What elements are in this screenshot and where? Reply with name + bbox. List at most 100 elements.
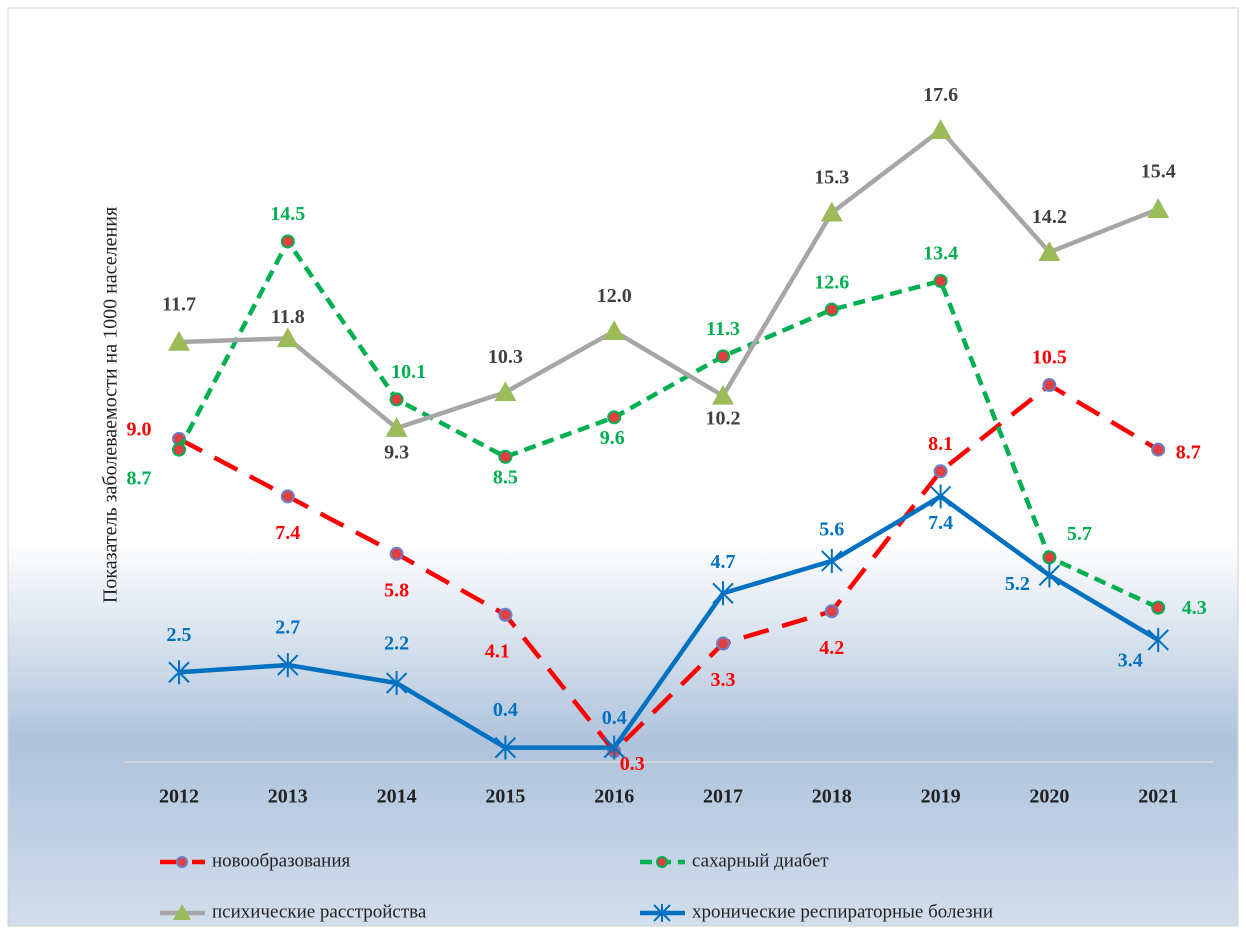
marker	[821, 548, 843, 573]
data-label: 10.5	[1032, 347, 1067, 369]
legend-label: новообразования	[212, 850, 350, 871]
x-tick-label: 2014	[377, 786, 417, 808]
data-label: 0.4	[602, 707, 627, 729]
data-label: 12.0	[597, 285, 632, 307]
marker	[929, 119, 952, 139]
data-label: 8.7	[1176, 441, 1201, 463]
line	[178, 493, 1160, 750]
data-label: 11.8	[271, 306, 305, 328]
data-label: 4.3	[1182, 597, 1207, 619]
line	[177, 382, 1160, 755]
legend-marker	[173, 904, 191, 920]
x-tick-label: 2015	[485, 786, 525, 808]
marker	[603, 320, 626, 340]
data-label: 7.4	[928, 512, 953, 534]
data-label: 10.1	[391, 361, 426, 383]
data-label: 2.2	[384, 633, 409, 655]
data-label: 7.4	[275, 522, 300, 544]
marker	[712, 581, 734, 606]
data-label: 3.4	[1118, 650, 1143, 672]
data-label: 9.3	[384, 442, 409, 464]
x-tick-label: 2021	[1138, 786, 1178, 808]
data-label: 11.7	[162, 294, 196, 316]
background	[7, 7, 1239, 927]
data-label: 0.4	[493, 699, 518, 721]
data-label: 15.4	[1141, 161, 1176, 183]
data-label: 9.0	[127, 418, 152, 440]
legend-marker	[653, 904, 671, 922]
marker	[276, 327, 299, 348]
data-label: 4.2	[819, 637, 844, 659]
marker	[716, 349, 730, 364]
marker	[716, 636, 730, 651]
data-label: 4.1	[485, 640, 510, 662]
data-label: 8.1	[928, 433, 953, 455]
legend-marker	[176, 856, 188, 868]
data-label: 9.6	[600, 427, 625, 449]
marker	[494, 735, 517, 760]
legend-marker	[656, 856, 668, 868]
marker	[168, 660, 190, 685]
y-axis-label: Показатель заболеваемости на 1000 населе…	[100, 207, 122, 603]
marker	[1042, 378, 1057, 393]
marker	[385, 671, 408, 696]
marker	[1151, 442, 1166, 457]
legend-label: психические расстройства	[212, 901, 427, 922]
data-label: 17.6	[923, 84, 958, 106]
marker	[712, 384, 734, 405]
marker	[820, 201, 843, 222]
line	[177, 237, 1160, 610]
data-label: 15.3	[814, 166, 849, 188]
marker	[1147, 627, 1169, 652]
marker	[933, 464, 948, 479]
x-tick-label: 2017	[703, 786, 743, 808]
marker	[498, 607, 513, 622]
data-label: 8.5	[493, 466, 518, 488]
data-label: 10.2	[706, 407, 741, 429]
data-label: 2.7	[275, 617, 300, 639]
marker	[607, 410, 622, 425]
data-label: 10.3	[488, 346, 523, 368]
x-tick-label: 2013	[268, 786, 308, 808]
marker	[498, 449, 513, 464]
data-label: 8.7	[127, 467, 152, 489]
marker	[1038, 241, 1061, 262]
marker	[824, 604, 839, 619]
marker	[824, 302, 839, 317]
marker	[389, 546, 404, 561]
marker	[277, 653, 299, 678]
data-label: 5.6	[819, 519, 844, 541]
data-label: 4.7	[711, 551, 736, 573]
marker	[933, 273, 948, 288]
marker	[1151, 600, 1166, 615]
legend-label: сахарный диабет	[692, 850, 829, 871]
marker	[1147, 198, 1170, 218]
data-label: 12.6	[814, 271, 849, 293]
data-label: 5.2	[1005, 573, 1030, 595]
marker	[389, 392, 404, 407]
data-label: 5.7	[1067, 523, 1092, 545]
marker	[1038, 563, 1061, 588]
marker	[929, 484, 952, 509]
marker	[603, 735, 625, 760]
data-label: 14.5	[270, 203, 305, 225]
data-label: 14.2	[1032, 206, 1067, 228]
line	[178, 127, 1160, 431]
data-label: 2.5	[167, 624, 192, 646]
x-tick-label: 2020	[1029, 786, 1069, 808]
marker	[494, 381, 517, 402]
marker	[280, 489, 295, 504]
data-label: 3.3	[711, 669, 736, 691]
legend-label: хронические респираторные болезни	[692, 901, 993, 922]
marker	[172, 442, 186, 457]
marker	[280, 234, 295, 249]
data-label: 0.3	[620, 753, 645, 775]
data-label: 13.4	[923, 243, 958, 265]
x-tick-label: 2019	[921, 786, 961, 808]
marker	[168, 330, 190, 351]
x-tick-label: 2018	[812, 786, 852, 808]
marker	[1042, 550, 1057, 565]
x-tick-label: 2012	[159, 786, 199, 808]
data-label: 11.3	[706, 318, 740, 340]
